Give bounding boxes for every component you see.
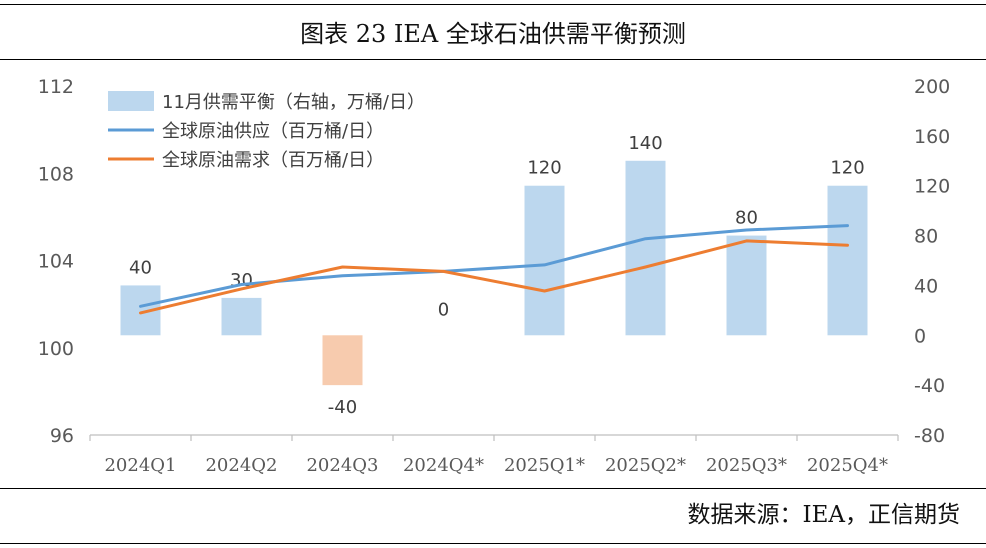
right-axis-tick: 80 <box>914 226 938 248</box>
bar-data-label: 120 <box>830 158 864 179</box>
left-axis-tick: 108 <box>38 163 74 185</box>
source-rule <box>0 488 986 489</box>
right-axis-tick: 200 <box>914 76 950 98</box>
right-axis-tick: -40 <box>914 375 945 397</box>
figure-caption: 图表 23 IEA 全球石油供需平衡预测 <box>300 20 686 48</box>
bar-data-label: 0 <box>438 299 449 320</box>
category-label: 2024Q2 <box>205 455 277 476</box>
category-label: 2024Q4* <box>403 455 484 476</box>
top-rule <box>0 4 986 5</box>
legend: 11月供需平衡（右轴，万桶/日） 全球原油供应（百万桶/日） 全球原油需求（百万桶/… <box>108 91 425 171</box>
category-label: 2025Q4* <box>807 455 888 476</box>
bottom-rule <box>0 543 986 544</box>
legend-swatch-balance <box>108 91 154 111</box>
legend-label-balance: 11月供需平衡（右轴，万桶/日） <box>162 92 425 113</box>
category-label: 2025Q1* <box>504 455 585 476</box>
bar-data-label: 120 <box>527 158 561 179</box>
supply-line <box>139 224 849 308</box>
right-axis-tick: 120 <box>914 176 950 198</box>
data-source-note: 数据来源：IEA，正信期货 <box>687 502 961 528</box>
left-axis-tick: 104 <box>38 251 74 273</box>
left-axis-tick: 112 <box>38 76 74 98</box>
balance-bar <box>322 335 363 386</box>
balance-bar <box>221 297 262 336</box>
right-axis-ticks: 200 160 120 80 40 0 -40 -80 <box>914 76 950 447</box>
left-axis-tick: 100 <box>38 338 74 360</box>
left-axis-ticks: 112 108 104 100 96 <box>38 76 74 447</box>
category-tick-marks <box>89 435 899 441</box>
balance-bar <box>827 185 868 336</box>
right-axis-tick: 160 <box>914 126 950 148</box>
bar-data-label: 80 <box>735 208 758 229</box>
balance-bar <box>726 235 767 336</box>
caption-rule <box>0 59 986 60</box>
bar-data-label: 140 <box>628 133 662 154</box>
right-axis-tick: 0 <box>914 325 926 347</box>
category-label: 2025Q2* <box>605 455 686 476</box>
balance-bar <box>625 160 666 336</box>
left-axis-tick: 96 <box>50 425 74 447</box>
legend-label-demand: 全球原油需求（百万桶/日） <box>162 150 384 171</box>
bar-data-label: -40 <box>328 397 357 418</box>
demand-line <box>139 239 849 315</box>
balance-bars <box>120 160 868 386</box>
category-label: 2024Q3 <box>306 455 378 476</box>
legend-label-supply: 全球原油供应（百万桶/日） <box>162 121 384 142</box>
bar-data-label: 40 <box>129 257 152 278</box>
category-labels: 2024Q1 2024Q2 2024Q3 2024Q4* 2025Q1* 2025Q2* 2… <box>104 455 888 476</box>
right-axis-tick: -80 <box>914 425 945 447</box>
category-label: 2025Q3* <box>706 455 787 476</box>
category-label: 2024Q1 <box>104 455 176 476</box>
right-axis-tick: 40 <box>914 275 938 297</box>
